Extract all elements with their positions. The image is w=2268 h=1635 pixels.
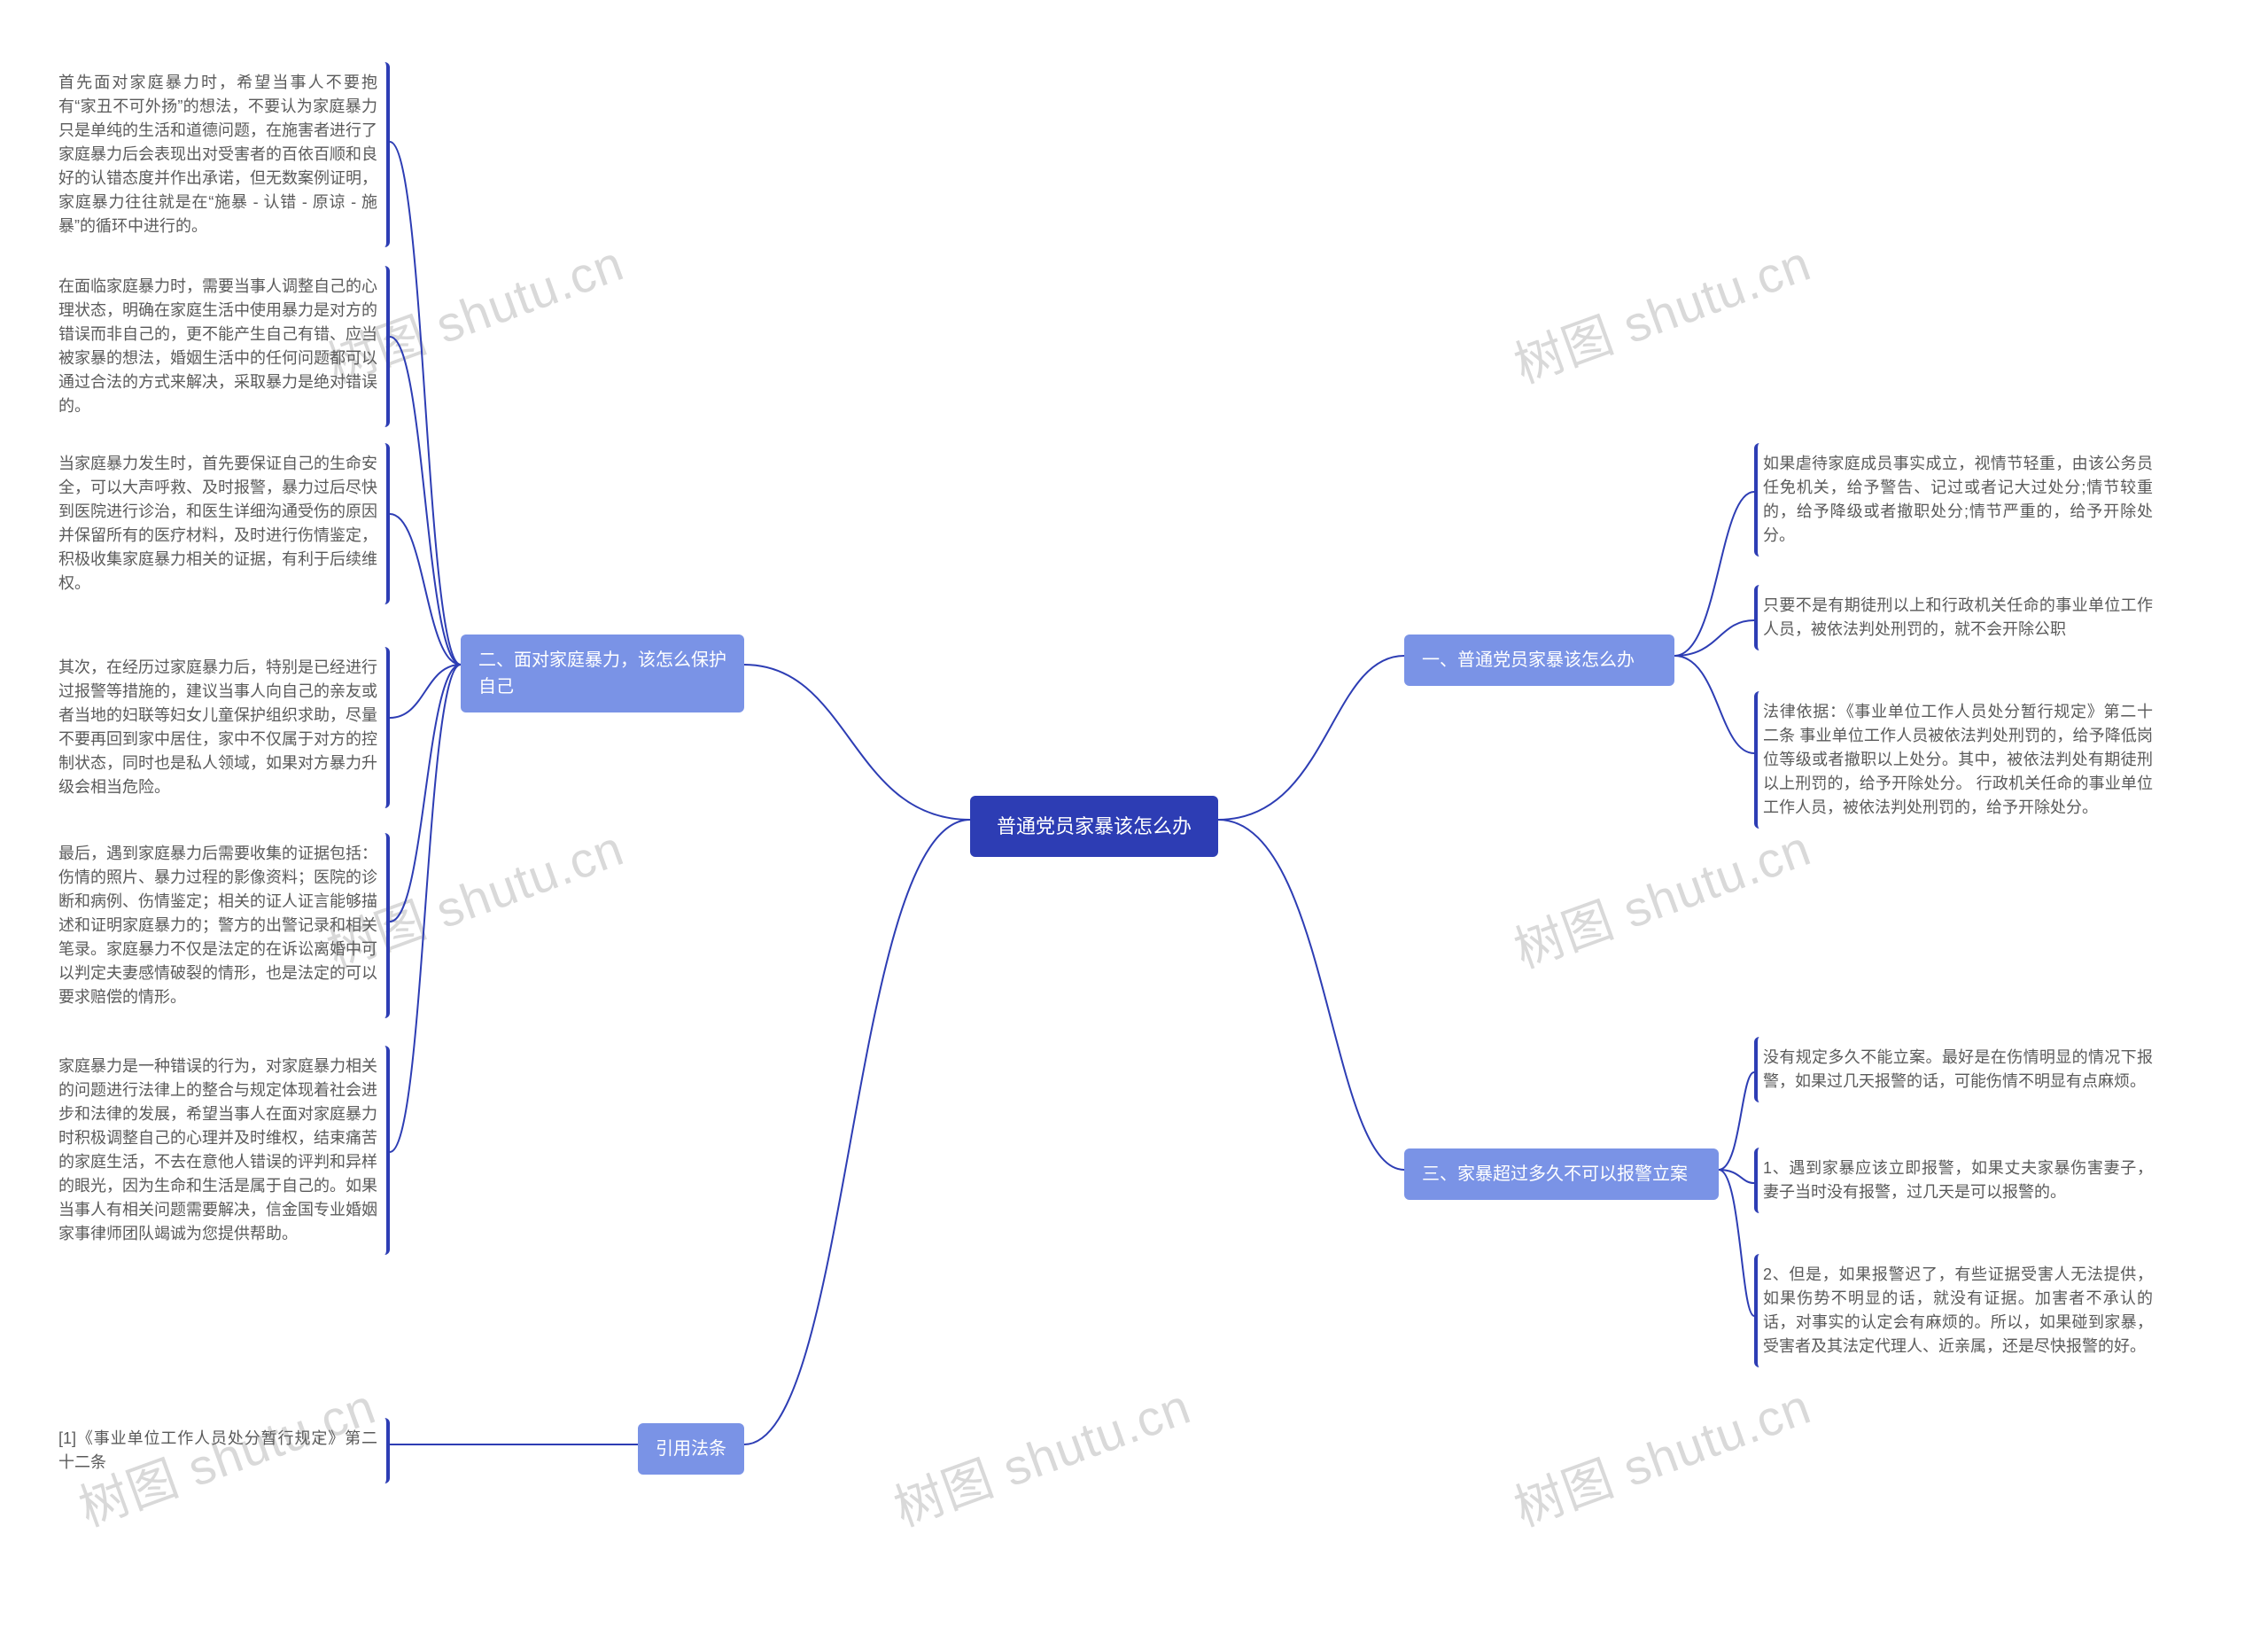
leaf-r2-2-text: 2、但是，如果报警迟了，有些证据受害人无法提供，如果伤势不明显的话，就没有证据。…	[1763, 1263, 2153, 1359]
root-label: 普通党员家暴该怎么办	[997, 812, 1192, 841]
leaf-r1-2: 法律依据：《事业单位工作人员处分暂行规定》第二十二条 事业单位工作人员被依法判处…	[1754, 691, 2162, 829]
leaf-r1-0-text: 如果虐待家庭成员事实成立，视情节轻重，由该公务员任免机关，给予警告、记过或者记大…	[1763, 452, 2153, 548]
leaf-r2-1: 1、遇到家暴应该立即报警，如果丈夫家暴伤害妻子，妻子当时没有报警，过几天是可以报…	[1754, 1148, 2162, 1213]
leaf-l1-4: 最后，遇到家庭暴力后需要收集的证据包括：伤情的照片、暴力过程的影像资料；医院的诊…	[53, 833, 390, 1018]
leaf-r2-1-text: 1、遇到家暴应该立即报警，如果丈夫家暴伤害妻子，妻子当时没有报警，过几天是可以报…	[1763, 1156, 2153, 1204]
branch-l1[interactable]: 二、面对家庭暴力，该怎么保护自己	[461, 635, 744, 712]
leaf-l1-3-text: 其次，在经历过家庭暴力后，特别是已经进行过报警等措施的，建议当事人向自己的亲友或…	[58, 656, 377, 799]
leaf-l1-4-text: 最后，遇到家庭暴力后需要收集的证据包括：伤情的照片、暴力过程的影像资料；医院的诊…	[58, 842, 377, 1009]
leaf-r2-0-text: 没有规定多久不能立案。最好是在伤情明显的情况下报警，如果过几天报警的话，可能伤情…	[1763, 1046, 2153, 1094]
leaf-l1-1: 在面临家庭暴力时，需要当事人调整自己的心理状态，明确在家庭生活中使用暴力是对方的…	[53, 266, 390, 427]
leaf-l2-0-text: [1]《事业单位工作人员处分暂行规定》第二十二条	[58, 1427, 377, 1475]
branch-r2[interactable]: 三、家暴超过多久不可以报警立案	[1404, 1148, 1719, 1200]
branch-l2[interactable]: 引用法条	[638, 1423, 744, 1475]
leaf-l1-3: 其次，在经历过家庭暴力后，特别是已经进行过报警等措施的，建议当事人向自己的亲友或…	[53, 647, 390, 808]
leaf-l1-1-text: 在面临家庭暴力时，需要当事人调整自己的心理状态，明确在家庭生活中使用暴力是对方的…	[58, 275, 377, 418]
leaf-l2-0: [1]《事业单位工作人员处分暂行规定》第二十二条	[53, 1418, 390, 1483]
leaf-r2-0: 没有规定多久不能立案。最好是在伤情明显的情况下报警，如果过几天报警的话，可能伤情…	[1754, 1037, 2162, 1102]
leaf-l1-5: 家庭暴力是一种错误的行为，对家庭暴力相关的问题进行法律上的整合与规定体现着社会进…	[53, 1046, 390, 1255]
leaf-l1-5-text: 家庭暴力是一种错误的行为，对家庭暴力相关的问题进行法律上的整合与规定体现着社会进…	[58, 1055, 377, 1246]
watermark: 树图 shutu.cn	[1503, 1367, 1820, 1541]
leaf-r1-2-text: 法律依据：《事业单位工作人员处分暂行规定》第二十二条 事业单位工作人员被依法判处…	[1763, 700, 2153, 820]
branch-l2-label: 引用法条	[656, 1436, 726, 1462]
branch-r1-label: 一、普通党员家暴该怎么办	[1422, 647, 1635, 673]
leaf-l1-2: 当家庭暴力发生时，首先要保证自己的生命安全，可以大声呼救、及时报警，暴力过后尽快…	[53, 443, 390, 604]
branch-r2-label: 三、家暴超过多久不可以报警立案	[1422, 1161, 1688, 1187]
watermark: 树图 shutu.cn	[883, 1367, 1200, 1541]
leaf-r1-1-text: 只要不是有期徒刑以上和行政机关任命的事业单位工作人员，被依法判处刑罚的，就不会开…	[1763, 594, 2153, 642]
leaf-l1-0-text: 首先面对家庭暴力时，希望当事人不要抱有“家丑不可外扬”的想法，不要认为家庭暴力只…	[58, 71, 377, 238]
watermark: 树图 shutu.cn	[1503, 809, 1820, 983]
leaf-r2-2: 2、但是，如果报警迟了，有些证据受害人无法提供，如果伤势不明显的话，就没有证据。…	[1754, 1254, 2162, 1367]
watermark: 树图 shutu.cn	[1503, 224, 1820, 398]
leaf-r1-0: 如果虐待家庭成员事实成立，视情节轻重，由该公务员任免机关，给予警告、记过或者记大…	[1754, 443, 2162, 557]
leaf-l1-0: 首先面对家庭暴力时，希望当事人不要抱有“家丑不可外扬”的想法，不要认为家庭暴力只…	[53, 62, 390, 247]
root-node[interactable]: 普通党员家暴该怎么办	[970, 796, 1218, 857]
branch-l1-label: 二、面对家庭暴力，该怎么保护自己	[478, 647, 726, 700]
branch-r1[interactable]: 一、普通党员家暴该怎么办	[1404, 635, 1674, 686]
leaf-l1-2-text: 当家庭暴力发生时，首先要保证自己的生命安全，可以大声呼救、及时报警，暴力过后尽快…	[58, 452, 377, 596]
leaf-r1-1: 只要不是有期徒刑以上和行政机关任命的事业单位工作人员，被依法判处刑罚的，就不会开…	[1754, 585, 2162, 650]
